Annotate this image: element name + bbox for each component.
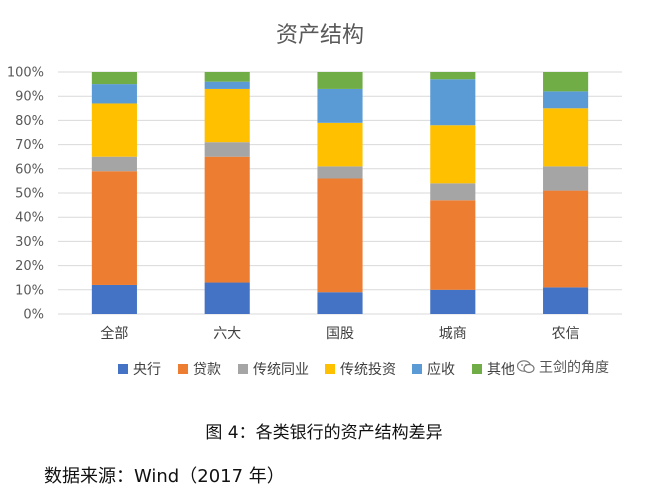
bar-segment (430, 200, 476, 290)
legend-label: 其他 (487, 362, 515, 378)
legend-label: 传统同业 (253, 362, 309, 378)
chart-title: 资产结构 (276, 23, 364, 48)
bar-segment (204, 156, 250, 283)
bar-segment (91, 84, 137, 104)
bar-segment (543, 190, 589, 288)
x-tick-label: 全部 (100, 325, 128, 342)
legend-swatch (118, 364, 128, 374)
stacked-bar-chart: 资产结构 0% 10% 20% 30% 40% 50% 60% 70% 80% 90% 100% 全… (7, 23, 622, 378)
legend-label: 应收 (427, 361, 455, 378)
legend-swatch (472, 364, 482, 374)
bar-segment (543, 91, 589, 109)
bar-segment (430, 72, 476, 80)
bar-segment (430, 289, 476, 314)
bar-segment (543, 287, 589, 314)
bar-segment (430, 183, 476, 201)
bars (91, 72, 589, 314)
bar-segment (430, 79, 476, 126)
y-tick-label: 10% (15, 283, 44, 298)
y-tick-label: 20% (15, 259, 44, 274)
bar-segment (543, 108, 589, 167)
bar-segment (91, 171, 137, 285)
bar-segment (204, 81, 250, 89)
legend-label: 传统投资 (340, 362, 396, 378)
y-tick-label: 80% (15, 114, 44, 129)
x-tick-label: 国股 (326, 326, 354, 342)
bar-segment (317, 72, 363, 89)
legend-swatch (325, 364, 335, 374)
watermark: 王剑的角度 (517, 357, 609, 377)
legend: 央行 贷款 传统同业 传统投资 应收 其他 (118, 361, 515, 378)
legend-label: 贷款 (193, 362, 221, 378)
y-tick-label: 70% (15, 138, 44, 153)
bar-segment (91, 284, 137, 314)
legend-swatch (238, 364, 248, 374)
y-tick-label: 50% (15, 187, 44, 202)
x-tick-label: 城商 (439, 326, 467, 342)
bar-segment (204, 282, 250, 314)
bar-segment (204, 88, 250, 143)
bar-segment (317, 178, 363, 293)
legend-label: 央行 (133, 362, 161, 378)
bar-segment (430, 125, 476, 184)
data-source: 数据来源：Wind（2017 年） (44, 466, 285, 487)
figure-caption: 图 4：各类银行的资产结构差异 (205, 423, 443, 443)
x-tick-label: 农信 (552, 326, 580, 342)
x-tick-label: 六大 (213, 326, 241, 342)
wechat-icon (517, 360, 535, 374)
bar-segment (543, 166, 589, 191)
bar-segment (91, 72, 137, 85)
y-tick-label: 60% (15, 162, 44, 177)
y-tick-label: 100% (7, 66, 44, 81)
legend-swatch (178, 364, 188, 374)
y-axis-ticks: 0% 10% 20% 30% 40% 50% 60% 70% 80% 90% 100% (7, 66, 44, 323)
y-tick-label: 90% (15, 90, 44, 105)
bar-segment (317, 166, 363, 179)
y-tick-label: 0% (23, 308, 44, 323)
bar-segment (91, 156, 137, 172)
watermark-text: 王剑的角度 (539, 360, 609, 376)
bar-segment (317, 122, 363, 167)
bar-segment (91, 103, 137, 157)
y-tick-label: 40% (15, 211, 44, 226)
x-axis-labels: 全部 六大 国股 城商 农信 (100, 325, 579, 342)
bar-segment (204, 142, 250, 157)
bar-segment (317, 88, 363, 123)
legend-swatch (412, 364, 422, 374)
bar-segment (543, 72, 589, 92)
y-tick-label: 30% (15, 235, 44, 250)
bar-segment (317, 292, 363, 314)
bar-segment (204, 72, 250, 82)
